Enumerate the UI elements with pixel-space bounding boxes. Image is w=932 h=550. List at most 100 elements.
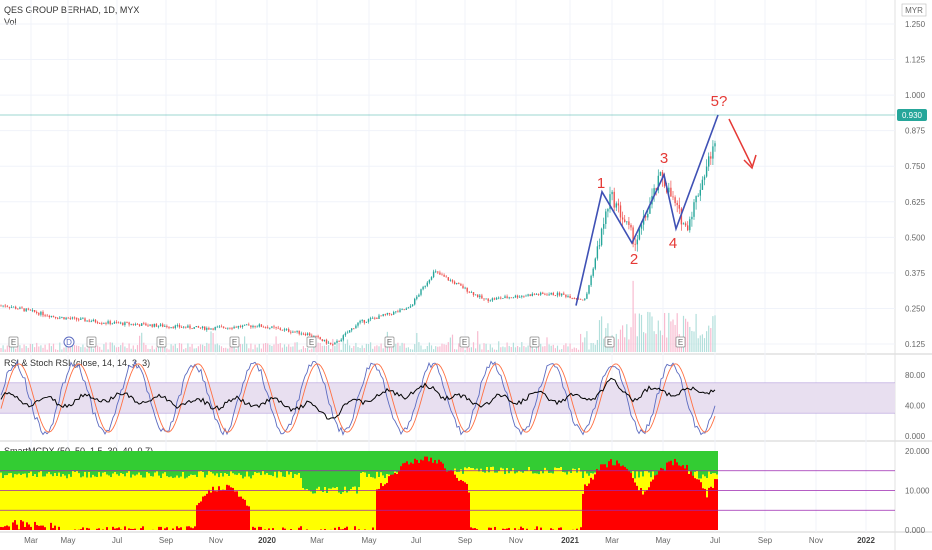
candle-body — [384, 314, 386, 316]
mcdx-red-bar — [708, 487, 710, 530]
mcdx-yellow-bar — [102, 472, 104, 530]
candle-body — [267, 327, 269, 329]
candle-body — [325, 339, 328, 344]
mcdx-green-bar — [154, 451, 156, 473]
candle-body — [512, 297, 515, 299]
candle-body — [69, 318, 71, 320]
volume-bar — [489, 344, 491, 352]
candle-body — [491, 298, 494, 301]
volume-bar — [626, 324, 628, 352]
mcdx-green-bar — [550, 451, 552, 473]
mcdx-red-bar — [226, 484, 228, 530]
mcdx-yellow-bar — [118, 475, 120, 528]
candle-body — [466, 287, 468, 292]
mcdx-yellow-bar — [648, 472, 650, 488]
volume-bar — [470, 347, 472, 352]
mcdx-red-bar — [342, 529, 344, 530]
volume-bar — [670, 321, 672, 352]
mcdx-yellow-bar — [104, 472, 106, 530]
mcdx-red-bar — [688, 473, 690, 530]
mcdx-yellow-bar — [368, 473, 370, 530]
candle-body — [48, 315, 50, 318]
mcdx-green-bar — [8, 451, 10, 474]
mcdx-green-bar — [82, 451, 84, 477]
mcdx-green-bar — [512, 451, 514, 469]
candle-body — [556, 292, 559, 296]
candle-body — [502, 298, 504, 299]
candle-body — [401, 309, 403, 311]
mcdx-red-bar — [552, 529, 554, 530]
mcdx-red-bar — [450, 470, 452, 530]
candle-body — [208, 328, 210, 330]
currency-badge[interactable] — [901, 3, 927, 17]
price-axis-label: 0.625 — [905, 198, 926, 207]
mcdx-yellow-bar — [134, 475, 136, 529]
volume-bar — [195, 348, 197, 352]
price-axis-label: 0.125 — [905, 340, 926, 349]
mcdx-red-bar — [132, 528, 134, 530]
candle-body — [338, 340, 340, 342]
mcdx-yellow-bar — [120, 473, 122, 530]
dividend-marker-label: D — [66, 338, 72, 347]
mcdx-green-bar — [130, 451, 132, 478]
mcdx-yellow-bar — [150, 476, 152, 530]
candle-body — [271, 326, 273, 328]
mcdx-red-bar — [616, 460, 618, 530]
mcdx-green-bar — [560, 451, 562, 468]
candle-body — [523, 295, 525, 297]
mcdx-green-bar — [106, 451, 108, 475]
mcdx-red-bar — [380, 483, 382, 530]
mcdx-yellow-bar — [2, 478, 4, 528]
volume-bar — [706, 331, 708, 352]
candle-body — [277, 327, 279, 329]
candle-body — [50, 315, 53, 318]
mcdx-yellow-bar — [152, 476, 154, 530]
mcdx-yellow-bar — [88, 472, 90, 529]
volume-bar — [265, 343, 267, 352]
mcdx-red-bar — [16, 524, 18, 530]
mcdx-green-bar — [30, 451, 32, 472]
mcdx-yellow-bar — [484, 472, 486, 530]
time-axis-label: Nov — [809, 536, 823, 545]
mcdx-green-bar — [202, 451, 204, 473]
mcdx-red-bar — [282, 527, 284, 530]
mcdx-green-bar — [94, 451, 96, 477]
candle-body — [378, 315, 380, 319]
mcdx-green-bar — [624, 451, 626, 472]
volume-bar — [353, 345, 355, 352]
mcdx-red-bar — [706, 497, 708, 530]
candle-body — [489, 300, 491, 302]
mcdx-red-bar — [42, 525, 44, 530]
candle-body — [600, 228, 603, 246]
mcdx-red-bar — [540, 527, 542, 530]
mcdx-green-bar — [654, 451, 656, 479]
candle-body — [361, 319, 363, 321]
mcdx-green-bar — [694, 451, 696, 472]
mcdx-green-bar — [698, 451, 700, 479]
volume-bar — [378, 346, 380, 352]
mcdx-red-bar — [344, 527, 346, 530]
mcdx-green-bar — [84, 451, 86, 472]
volume-bar — [103, 344, 105, 352]
volume-bar — [189, 346, 191, 352]
candle-body — [330, 342, 332, 344]
volume-bar — [615, 333, 617, 352]
candle-body — [689, 219, 691, 231]
candle-body — [65, 317, 67, 320]
volume-bar — [170, 344, 172, 352]
mcdx-red-bar — [506, 528, 508, 530]
candle-body — [582, 299, 584, 301]
mcdx-yellow-bar — [86, 477, 88, 528]
mcdx-yellow-bar — [288, 474, 290, 530]
mcdx-red-bar — [180, 527, 182, 530]
candle-body — [659, 172, 662, 176]
mcdx-yellow-bar — [540, 470, 542, 528]
mcdx-yellow-bar — [44, 476, 46, 528]
candle-body — [166, 326, 168, 328]
volume-bar — [254, 344, 256, 352]
volume-bar — [420, 345, 422, 352]
mcdx-green-bar — [188, 451, 190, 477]
mcdx-yellow-bar — [646, 471, 648, 491]
volume-bar — [113, 345, 115, 352]
candle-body — [380, 315, 382, 317]
